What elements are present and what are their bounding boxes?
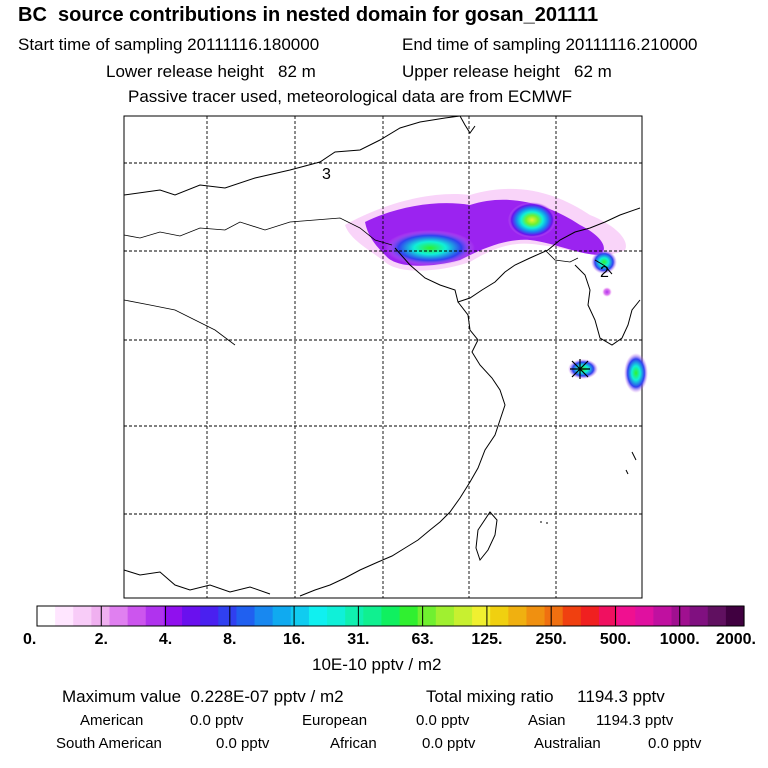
colorbar-cell xyxy=(37,606,56,626)
colorbar-cell xyxy=(508,606,528,626)
european-label: European xyxy=(302,712,368,729)
american-label: American xyxy=(80,712,144,729)
grid-lines xyxy=(124,116,642,598)
colorbar-cell xyxy=(308,606,328,626)
colorbar-cell xyxy=(490,606,509,626)
receptor-star-icon xyxy=(570,359,590,379)
colorbar-tick-label: 31. xyxy=(347,631,369,648)
lower-release-height: Lower release height 82 m xyxy=(106,62,316,81)
colorbar-cell xyxy=(453,606,473,626)
colorbar-cell xyxy=(544,606,564,626)
colorbar-cell xyxy=(200,606,219,626)
colorbar-cell xyxy=(109,606,129,626)
colorbar-cell xyxy=(435,606,455,626)
maximum-value: Maximum value 0.228E-07 pptv / m2 xyxy=(62,687,344,706)
european-value: 0.0 pptv xyxy=(416,712,470,729)
colorbar-tick-label: 16. xyxy=(283,631,305,648)
colorbar-cell xyxy=(562,606,582,626)
plume-layer xyxy=(345,188,648,393)
colorbar-cell xyxy=(472,606,491,626)
colorbar-cell xyxy=(417,606,437,626)
plume-spot-small xyxy=(602,287,612,297)
colorbar-cell xyxy=(327,606,346,626)
colorbar-cell xyxy=(290,606,310,626)
african-label: African xyxy=(330,735,377,752)
colorbar-cell xyxy=(598,606,618,626)
colorbar-cell xyxy=(236,606,256,626)
plume-hotspot-center xyxy=(508,202,556,238)
colorbar-tick-label: 2. xyxy=(95,631,108,648)
colorbar-tick-label: 125. xyxy=(471,631,502,648)
colorbar-cell xyxy=(526,606,546,626)
colorbar-cell xyxy=(254,606,274,626)
colorbar-cell xyxy=(580,606,600,626)
colorbar-cell xyxy=(272,606,292,626)
tracer-note: Passive tracer used, meteorological data… xyxy=(128,87,573,106)
colorbar-cell xyxy=(55,606,74,626)
plot-title: BC source contributions in nested domain… xyxy=(18,4,599,26)
coastlines xyxy=(123,115,641,597)
colorbar-tick-label: 63. xyxy=(412,631,434,648)
asian-label: Asian xyxy=(528,712,566,729)
colorbar-cell xyxy=(145,606,165,626)
colorbar-cell xyxy=(163,606,183,626)
end-time: End time of sampling 20111116.210000 xyxy=(402,35,698,54)
colorbar-cell xyxy=(91,606,111,626)
region-label-3: 3 xyxy=(322,166,331,183)
colorbar-tick-label: 1000. xyxy=(660,631,700,648)
african-value: 0.0 pptv xyxy=(422,735,476,752)
colorbar-cell xyxy=(671,606,691,626)
plume-spot-edge xyxy=(624,353,648,393)
colorbar-cell xyxy=(635,606,654,626)
plume-hotspot-west xyxy=(385,230,475,266)
colorbar-cell xyxy=(345,606,364,626)
american-value: 0.0 pptv xyxy=(190,712,244,729)
colorbar-cell xyxy=(218,606,238,626)
colorbar-tick-label: 0. xyxy=(23,631,36,648)
country-borders xyxy=(123,217,579,346)
colorbar-tick-label: 2000. xyxy=(716,631,756,648)
colorbar-cells xyxy=(37,606,745,626)
colorbar-tick-label: 250. xyxy=(536,631,567,648)
region-label-2: 2 xyxy=(600,264,609,281)
colorbar-cell xyxy=(399,606,419,626)
colorbar-tick-label: 8. xyxy=(223,631,236,648)
colorbar-unit: 10E-10 pptv / m2 xyxy=(312,655,442,674)
colorbar-cell xyxy=(617,606,636,626)
colorbar-tick-label: 500. xyxy=(600,631,631,648)
colorbar-ticks: 0. 2. 4. 8. 16. 31. 63. 125. 250. 500. 1000. 2000. xyxy=(23,606,756,648)
colorbar-cell xyxy=(725,606,745,626)
south-american-label: South American xyxy=(56,735,162,752)
south-american-value: 0.0 pptv xyxy=(216,735,270,752)
colorbar-cell xyxy=(381,606,401,626)
colorbar-cell xyxy=(653,606,673,626)
plume-hotspot-east xyxy=(591,250,617,274)
australian-label: Australian xyxy=(534,735,601,752)
colorbar-cell xyxy=(707,606,727,626)
asian-value: 1194.3 pptv xyxy=(596,712,674,729)
total-mixing-ratio: Total mixing ratio 1194.3 pptv xyxy=(426,687,665,706)
colorbar-cell xyxy=(182,606,201,626)
colorbar-cell xyxy=(689,606,709,626)
colorbar-cell xyxy=(73,606,92,626)
start-time: Start time of sampling 20111116.180000 xyxy=(18,35,320,54)
colorbar-tick-label: 4. xyxy=(159,631,172,648)
colorbar-cell xyxy=(127,606,147,626)
colorbar-cell xyxy=(363,606,383,626)
upper-release-height: Upper release height 62 m xyxy=(402,62,612,81)
australian-value: 0.0 pptv xyxy=(648,735,702,752)
